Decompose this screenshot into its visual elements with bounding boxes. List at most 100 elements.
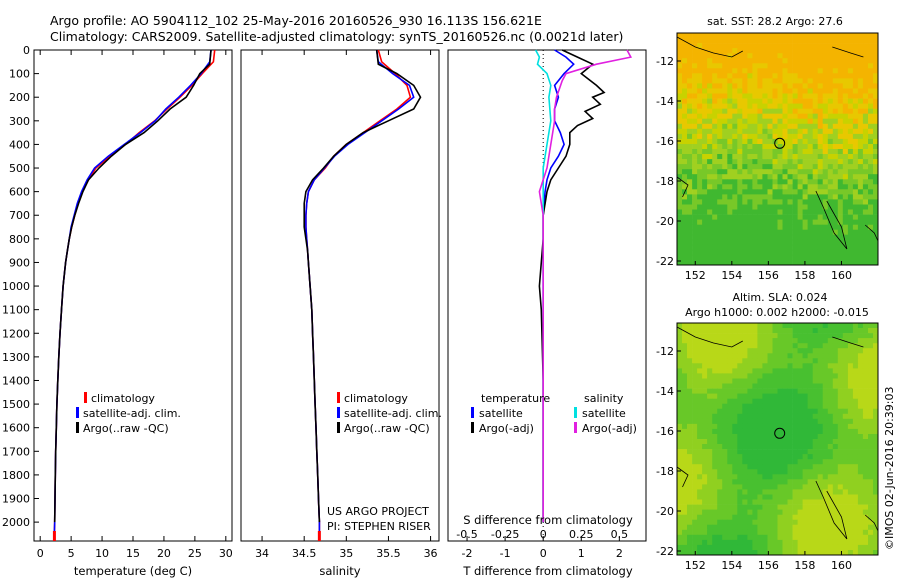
heatmap-cell: [842, 123, 849, 130]
heatmap-cell: [682, 398, 688, 405]
heatmap-cell: [807, 464, 813, 470]
heatmap-cell: [752, 449, 758, 455]
heatmap-cell: [782, 529, 788, 536]
heatmap-cell: [752, 373, 758, 379]
heatmap-cell: [677, 179, 683, 185]
heatmap-cell: [812, 353, 819, 359]
heatmap-cell: [717, 544, 723, 551]
heatmap-cell: [832, 444, 839, 450]
heatmap-cell: [847, 184, 854, 190]
heatmap-cell: [787, 454, 793, 460]
heatmap-cell: [762, 154, 768, 160]
heatmap-cell: [777, 449, 783, 455]
heatmap-cell: [873, 189, 879, 195]
heatmap-cell: [702, 524, 708, 531]
heatmap-cell: [782, 539, 788, 546]
heatmap-cell: [742, 444, 748, 450]
heatmap-cell: [762, 368, 768, 374]
heatmap-cell: [787, 449, 793, 455]
heatmap-cell: [722, 103, 728, 109]
heatmap-cell: [827, 489, 834, 495]
heatmap-cell: [757, 388, 763, 394]
heatmap-cell: [682, 353, 688, 359]
heatmap-cell: [722, 204, 728, 210]
heatmap-cell: [842, 204, 849, 210]
heatmap-cell: [752, 434, 758, 440]
heatmap-cell: [842, 509, 849, 515]
heatmap-cell: [807, 73, 813, 79]
heatmap-cell: [752, 199, 758, 205]
heatmap-cell: [692, 509, 698, 515]
heatmap-cell: [868, 444, 874, 450]
heatmap-cell: [737, 504, 743, 510]
heatmap-cell: [822, 179, 829, 185]
heatmap-cell: [842, 38, 849, 44]
heatmap-cell: [742, 413, 748, 420]
heatmap-cell: [847, 149, 854, 155]
heatmap-cell: [802, 444, 808, 450]
heatmap-cell: [742, 398, 748, 405]
heatmap-cell: [873, 249, 879, 256]
heatmap-cell: [772, 249, 778, 256]
heatmap-cell: [862, 539, 869, 546]
heatmap-cell: [797, 113, 803, 120]
heatmap-cell: [722, 113, 728, 120]
heatmap-cell: [832, 348, 839, 354]
heatmap-cell: [732, 489, 738, 495]
heatmap-cell: [677, 408, 683, 415]
heatmap-cell: [692, 423, 698, 430]
heatmap-cell: [868, 524, 874, 531]
heatmap-cell: [682, 383, 688, 389]
y-tick-label: 900: [9, 256, 30, 269]
heatmap-cell: [732, 484, 738, 490]
heatmap-cell: [707, 194, 713, 200]
heatmap-cell: [727, 343, 733, 349]
heatmap-cell: [752, 133, 758, 140]
heatmap-cell: [692, 174, 698, 180]
heatmap-cell: [822, 418, 829, 425]
heatmap-cell: [742, 128, 748, 135]
heatmap-cell: [847, 93, 854, 99]
heatmap-cell: [752, 209, 758, 215]
heatmap-cell: [807, 154, 813, 160]
heatmap-cell: [762, 469, 768, 475]
heatmap-cell: [707, 254, 713, 261]
heatmap-cell: [722, 224, 728, 231]
heatmap-cell: [868, 234, 874, 241]
legend-argo: Argo(..raw -QC): [83, 422, 169, 435]
heatmap-cell: [862, 434, 869, 440]
heatmap-cell: [873, 539, 879, 546]
heatmap-cell: [697, 88, 703, 94]
heatmap-cell: [832, 353, 839, 359]
heatmap-cell: [692, 204, 698, 210]
heatmap-cell: [767, 368, 773, 374]
heatmap-cell: [722, 519, 728, 526]
heatmap-cell: [832, 260, 839, 266]
heatmap-cell: [842, 254, 849, 261]
heatmap-cell: [762, 103, 768, 109]
heatmap-cell: [857, 38, 864, 44]
heatmap-cell: [797, 169, 803, 175]
heatmap-cell: [787, 63, 793, 69]
heatmap-cell: [737, 48, 743, 54]
heatmap-cell: [832, 214, 839, 220]
heatmap-cell: [782, 249, 788, 256]
heatmap-cell: [873, 368, 879, 374]
heatmap-cell: [862, 219, 869, 225]
heatmap-cell: [792, 58, 798, 64]
heatmap-cell: [717, 353, 723, 359]
heatmap-cell: [868, 199, 874, 205]
heatmap-cell: [757, 43, 763, 49]
heatmap-cell: [807, 423, 813, 430]
heatmap-cell: [757, 323, 763, 329]
heatmap-cell: [762, 323, 768, 329]
heatmap-cell: [697, 464, 703, 470]
heatmap-cell: [682, 108, 688, 115]
heatmap-cell: [762, 333, 768, 339]
heatmap-cell: [757, 174, 763, 180]
heatmap-cell: [827, 403, 834, 410]
heatmap-cell: [702, 378, 708, 384]
heatmap-cell: [722, 88, 728, 94]
heatmap-cell: [707, 38, 713, 44]
heatmap-cell: [772, 464, 778, 470]
